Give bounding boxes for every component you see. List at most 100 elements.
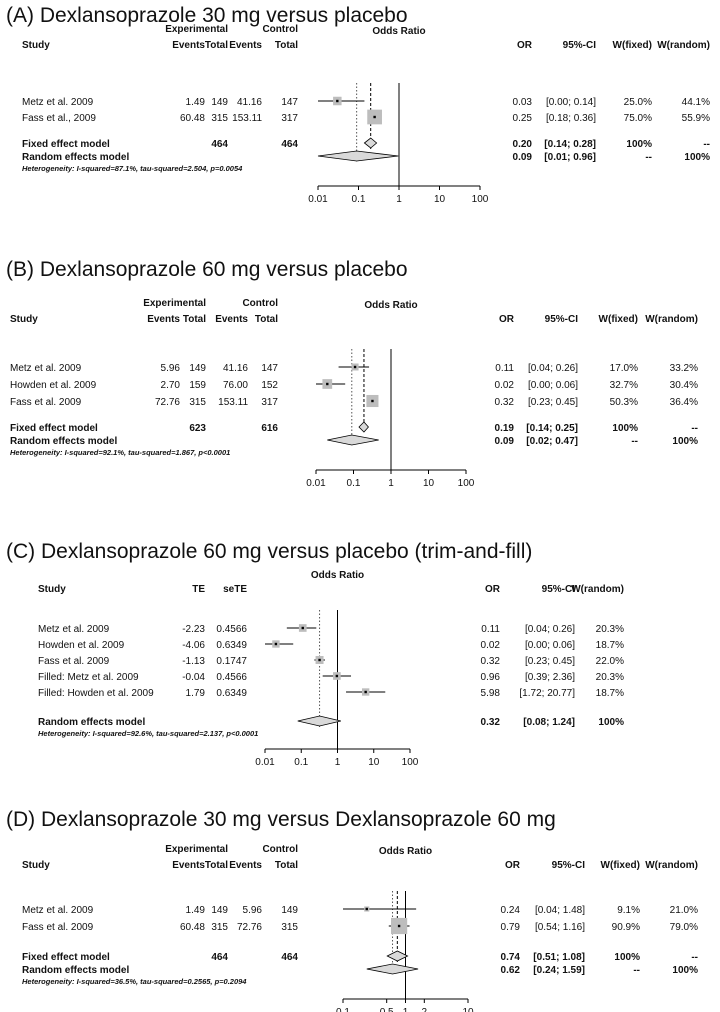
study-or: 0.25 [513, 113, 533, 124]
study-col1: 5.96 [161, 363, 181, 374]
x-tick-label: 10 [434, 194, 446, 205]
fixed-effect-total-ctrl: 616 [261, 423, 278, 434]
study-name: Metz et al. 2009 [10, 363, 82, 374]
fixed-effect-w-random: -- [691, 952, 698, 963]
x-tick-label: 1 [388, 478, 394, 489]
study-ci: [0.23; 0.45] [525, 656, 575, 667]
study-or: 0.79 [501, 922, 521, 933]
x-tick-label: 1 [403, 1007, 409, 1012]
study-name: Metz et al. 2009 [38, 624, 110, 635]
random-effect-ci: [0.08; 1.24] [523, 717, 575, 728]
study-col2: 0.4566 [216, 672, 247, 683]
study-col2: 149 [189, 363, 206, 374]
random-effect-or: 0.62 [501, 965, 521, 976]
x-tick-label: 0.1 [347, 478, 361, 489]
random-effect-w-fixed: -- [631, 436, 638, 447]
fixed-effect-ci: [0.51; 1.08] [533, 952, 585, 963]
fixed-effect-diamond [358, 421, 369, 433]
fixed-effect-total-exp: 464 [211, 139, 228, 150]
study-w-fixed: 25.0% [624, 97, 652, 108]
header-col1: Events [147, 314, 180, 325]
header-control: Control [262, 844, 298, 855]
study-w-fixed: 90.9% [612, 922, 640, 933]
study-w-random: 33.2% [670, 363, 698, 374]
x-tick-label: 0.1 [294, 757, 308, 768]
header-w-random: W(random) [571, 584, 624, 595]
study-or: 5.98 [481, 688, 501, 699]
header-odds-ratio: Odds Ratio [379, 846, 432, 857]
header-ci: 95%-CI [552, 860, 586, 871]
study-col4: 317 [261, 397, 278, 408]
study-or: 0.32 [495, 397, 515, 408]
header-col3: Events [229, 40, 262, 51]
study-name: Fass et al. 2009 [38, 656, 110, 667]
study-point-center [335, 674, 339, 678]
study-or: 0.02 [481, 640, 501, 651]
study-or: 0.02 [495, 380, 515, 391]
study-w-random: 30.4% [670, 380, 698, 391]
fixed-effect-ci: [0.14; 0.25] [526, 423, 578, 434]
study-col2: 149 [211, 97, 228, 108]
fixed-effect-w-random: -- [703, 139, 710, 150]
study-col2: 315 [211, 922, 228, 933]
random-effect-or: 0.09 [495, 436, 515, 447]
study-col1: -1.13 [182, 656, 205, 667]
study-w-fixed: 75.0% [624, 113, 652, 124]
heterogeneity-text: Heterogeneity: I-squared=92.1%, tau-squa… [10, 448, 230, 457]
study-col1: 1.49 [186, 97, 206, 108]
fixed-effect-w-fixed: 100% [612, 423, 638, 434]
header-study: Study [10, 314, 38, 325]
header-or: OR [499, 314, 515, 325]
forest-panel-b: (B) Dexlansoprazole 60 mg versus placebo… [0, 258, 720, 489]
study-ci: [0.00; 0.06] [528, 380, 578, 391]
study-point-center [364, 690, 367, 694]
header-col4: Total [275, 860, 298, 871]
x-tick-label: 100 [472, 194, 489, 205]
fixed-effect-label: Fixed effect model [22, 952, 110, 963]
study-col3: 41.16 [237, 97, 262, 108]
header-experimental: Experimental [165, 24, 228, 35]
study-name: Metz et al. 2009 [22, 905, 94, 916]
x-tick-label: 0.5 [380, 1007, 394, 1012]
study-w-random: 55.9% [682, 113, 710, 124]
header-col1: TE [192, 584, 205, 595]
study-w-fixed: 32.7% [610, 380, 638, 391]
header-control: Control [242, 298, 278, 309]
header-ci: 95%-CI [563, 40, 597, 51]
fixed-effect-total-ctrl: 464 [281, 139, 298, 150]
study-col1: 60.48 [180, 113, 205, 124]
study-name: Fass et al., 2009 [22, 113, 96, 124]
fixed-effect-w-random: -- [691, 423, 698, 434]
x-tick-label: 0.01 [306, 478, 326, 489]
study-w-random: 22.0% [596, 656, 624, 667]
header-w-random: W(random) [657, 40, 710, 51]
random-effect-w-fixed: -- [645, 152, 652, 163]
study-col2: 0.6349 [216, 688, 247, 699]
study-point-center [318, 658, 321, 662]
fixed-effect-w-fixed: 100% [614, 952, 640, 963]
study-col4: 147 [261, 363, 278, 374]
study-name: Filled: Howden et al. 2009 [38, 688, 154, 699]
study-col2: 0.4566 [216, 624, 247, 635]
fixed-effect-total-exp: 623 [189, 423, 206, 434]
study-point-center [301, 626, 304, 630]
study-or: 0.11 [495, 363, 514, 374]
study-col3: 76.00 [223, 380, 248, 391]
header-study: Study [22, 860, 50, 871]
heterogeneity-text: Heterogeneity: I-squared=87.1%, tau-squa… [22, 164, 243, 173]
study-ci: [0.18; 0.36] [546, 113, 596, 124]
fixed-effect-total-ctrl: 464 [281, 952, 298, 963]
study-name: Howden et al. 2009 [38, 640, 125, 651]
study-name: Howden et al. 2009 [10, 380, 97, 391]
study-or: 0.96 [481, 672, 501, 683]
study-point-center [397, 924, 401, 928]
random-effect-ci: [0.01; 0.96] [544, 152, 596, 163]
header-w-random: W(random) [645, 314, 698, 325]
study-ci: [0.00; 0.14] [546, 97, 596, 108]
random-effect-label: Random effects model [22, 152, 129, 163]
forest-panel-c: (C) Dexlansoprazole 60 mg versus placebo… [0, 540, 720, 772]
header-odds-ratio: Odds Ratio [364, 300, 417, 311]
study-col1: 72.76 [155, 397, 180, 408]
study-w-random: 18.7% [596, 688, 624, 699]
